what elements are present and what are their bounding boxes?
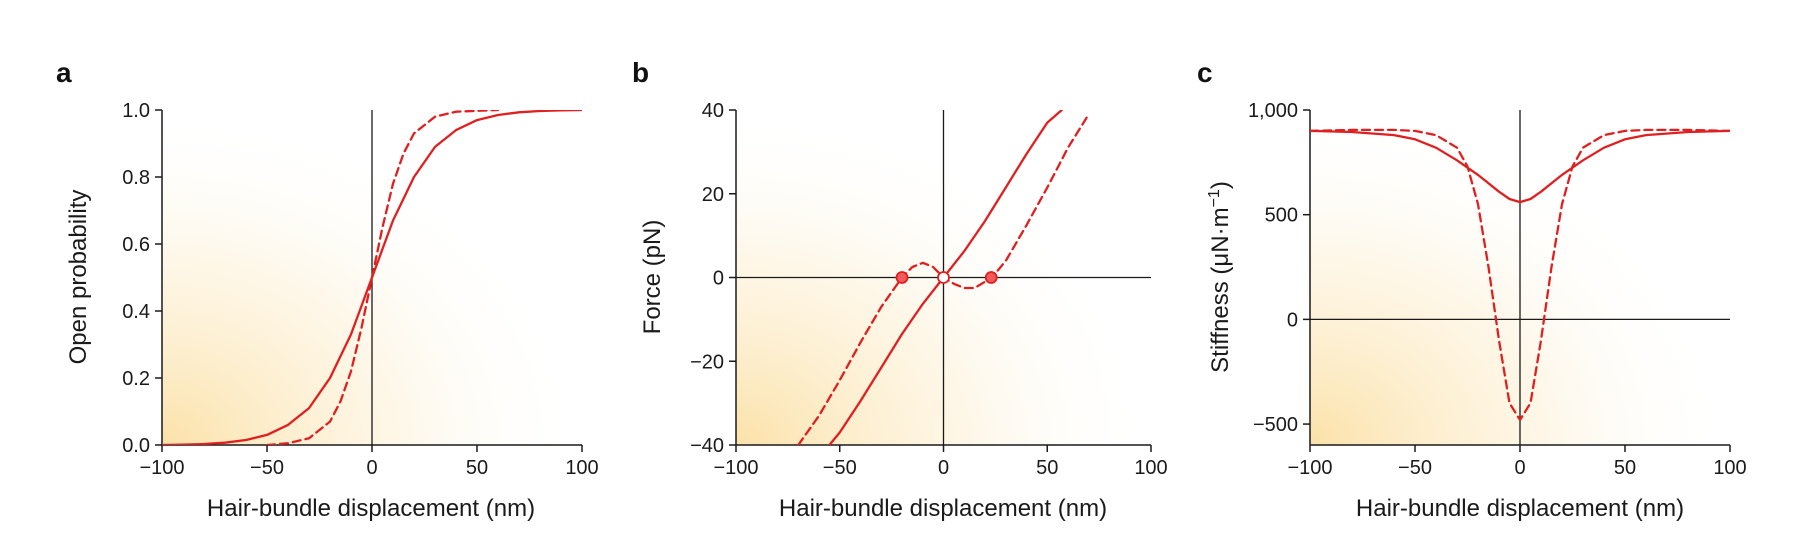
stable-fixed-point-marker	[984, 271, 998, 284]
y-tick-label: 20	[702, 184, 724, 206]
x-tick-label: −50	[250, 457, 284, 479]
y-tick-label: 40	[702, 100, 724, 122]
x-tick-label: 0	[938, 457, 949, 479]
x-axis-label-b: Hair-bundle displacement (nm)	[779, 495, 1107, 522]
y-tick-label: −40	[690, 435, 724, 457]
dashed-curve	[1310, 128, 1730, 422]
y-tick-label: 1,000	[1248, 100, 1298, 122]
x-tick-label: 0	[366, 457, 377, 479]
x-tick-label: 0	[1514, 457, 1525, 479]
x-tick-label: 50	[466, 457, 488, 479]
plot-area-b: −100 −50 0 50 100 −40 −20 0 20 40	[690, 100, 1168, 479]
panel-label-b: b	[632, 57, 649, 88]
y-tick-label: 0	[713, 268, 724, 290]
x-tick-label: −100	[139, 457, 184, 479]
y-tick-label: 0.8	[122, 167, 150, 189]
x-tick-label: −50	[823, 457, 857, 479]
x-tick-label: 100	[565, 457, 598, 479]
plot-area-a: −100 −50 0 50 100 0.0 0.2 0.4 0.6 0.8 1.0	[122, 100, 599, 479]
stable-fixed-point-marker	[895, 271, 909, 284]
y-tick-label: 0.4	[122, 301, 150, 323]
y-tick-label: 1.0	[122, 100, 150, 122]
x-tick-label: −50	[1398, 457, 1432, 479]
y-tick-label: −500	[1253, 414, 1298, 436]
x-axis-label-c: Hair-bundle displacement (nm)	[1356, 495, 1684, 522]
y-axis-label-b: Force (pN)	[639, 220, 666, 335]
y-tick-label: 0.6	[122, 234, 150, 256]
y-axis-label-c: Stiffness (μN·m−1)	[1206, 181, 1234, 373]
x-tick-label: 100	[1134, 457, 1167, 479]
x-tick-label: −100	[713, 457, 758, 479]
y-tick-label: −20	[690, 351, 724, 373]
x-tick-label: −100	[1287, 457, 1332, 479]
x-tick-label: 100	[1713, 457, 1746, 479]
x-tick-label: 50	[1614, 457, 1636, 479]
y-tick-label: 0.0	[122, 435, 150, 457]
x-axis-label-a: Hair-bundle displacement (nm)	[207, 495, 535, 522]
panel-a: a −100 −50 0 50 100 0.0 0.2 0.4 0.6 0.8 1.0 Hair-b…	[56, 57, 599, 522]
y-tick-label: 0	[1287, 309, 1298, 331]
panel-label-c: c	[1197, 57, 1213, 88]
solid-curve	[1310, 129, 1730, 204]
x-tick-label: 50	[1036, 457, 1058, 479]
panel-b: b −100 −50 0 50 100 −40 −20 0 20 40 Hair-bundle d…	[632, 57, 1168, 522]
y-tick-label: 0.2	[122, 368, 150, 390]
y-axis-label-a: Open probability	[65, 190, 92, 365]
unstable-fixed-point-marker	[937, 271, 950, 284]
dashed-curve	[265, 110, 500, 445]
y-tick-label: 500	[1265, 205, 1298, 227]
panel-label-a: a	[56, 57, 72, 88]
